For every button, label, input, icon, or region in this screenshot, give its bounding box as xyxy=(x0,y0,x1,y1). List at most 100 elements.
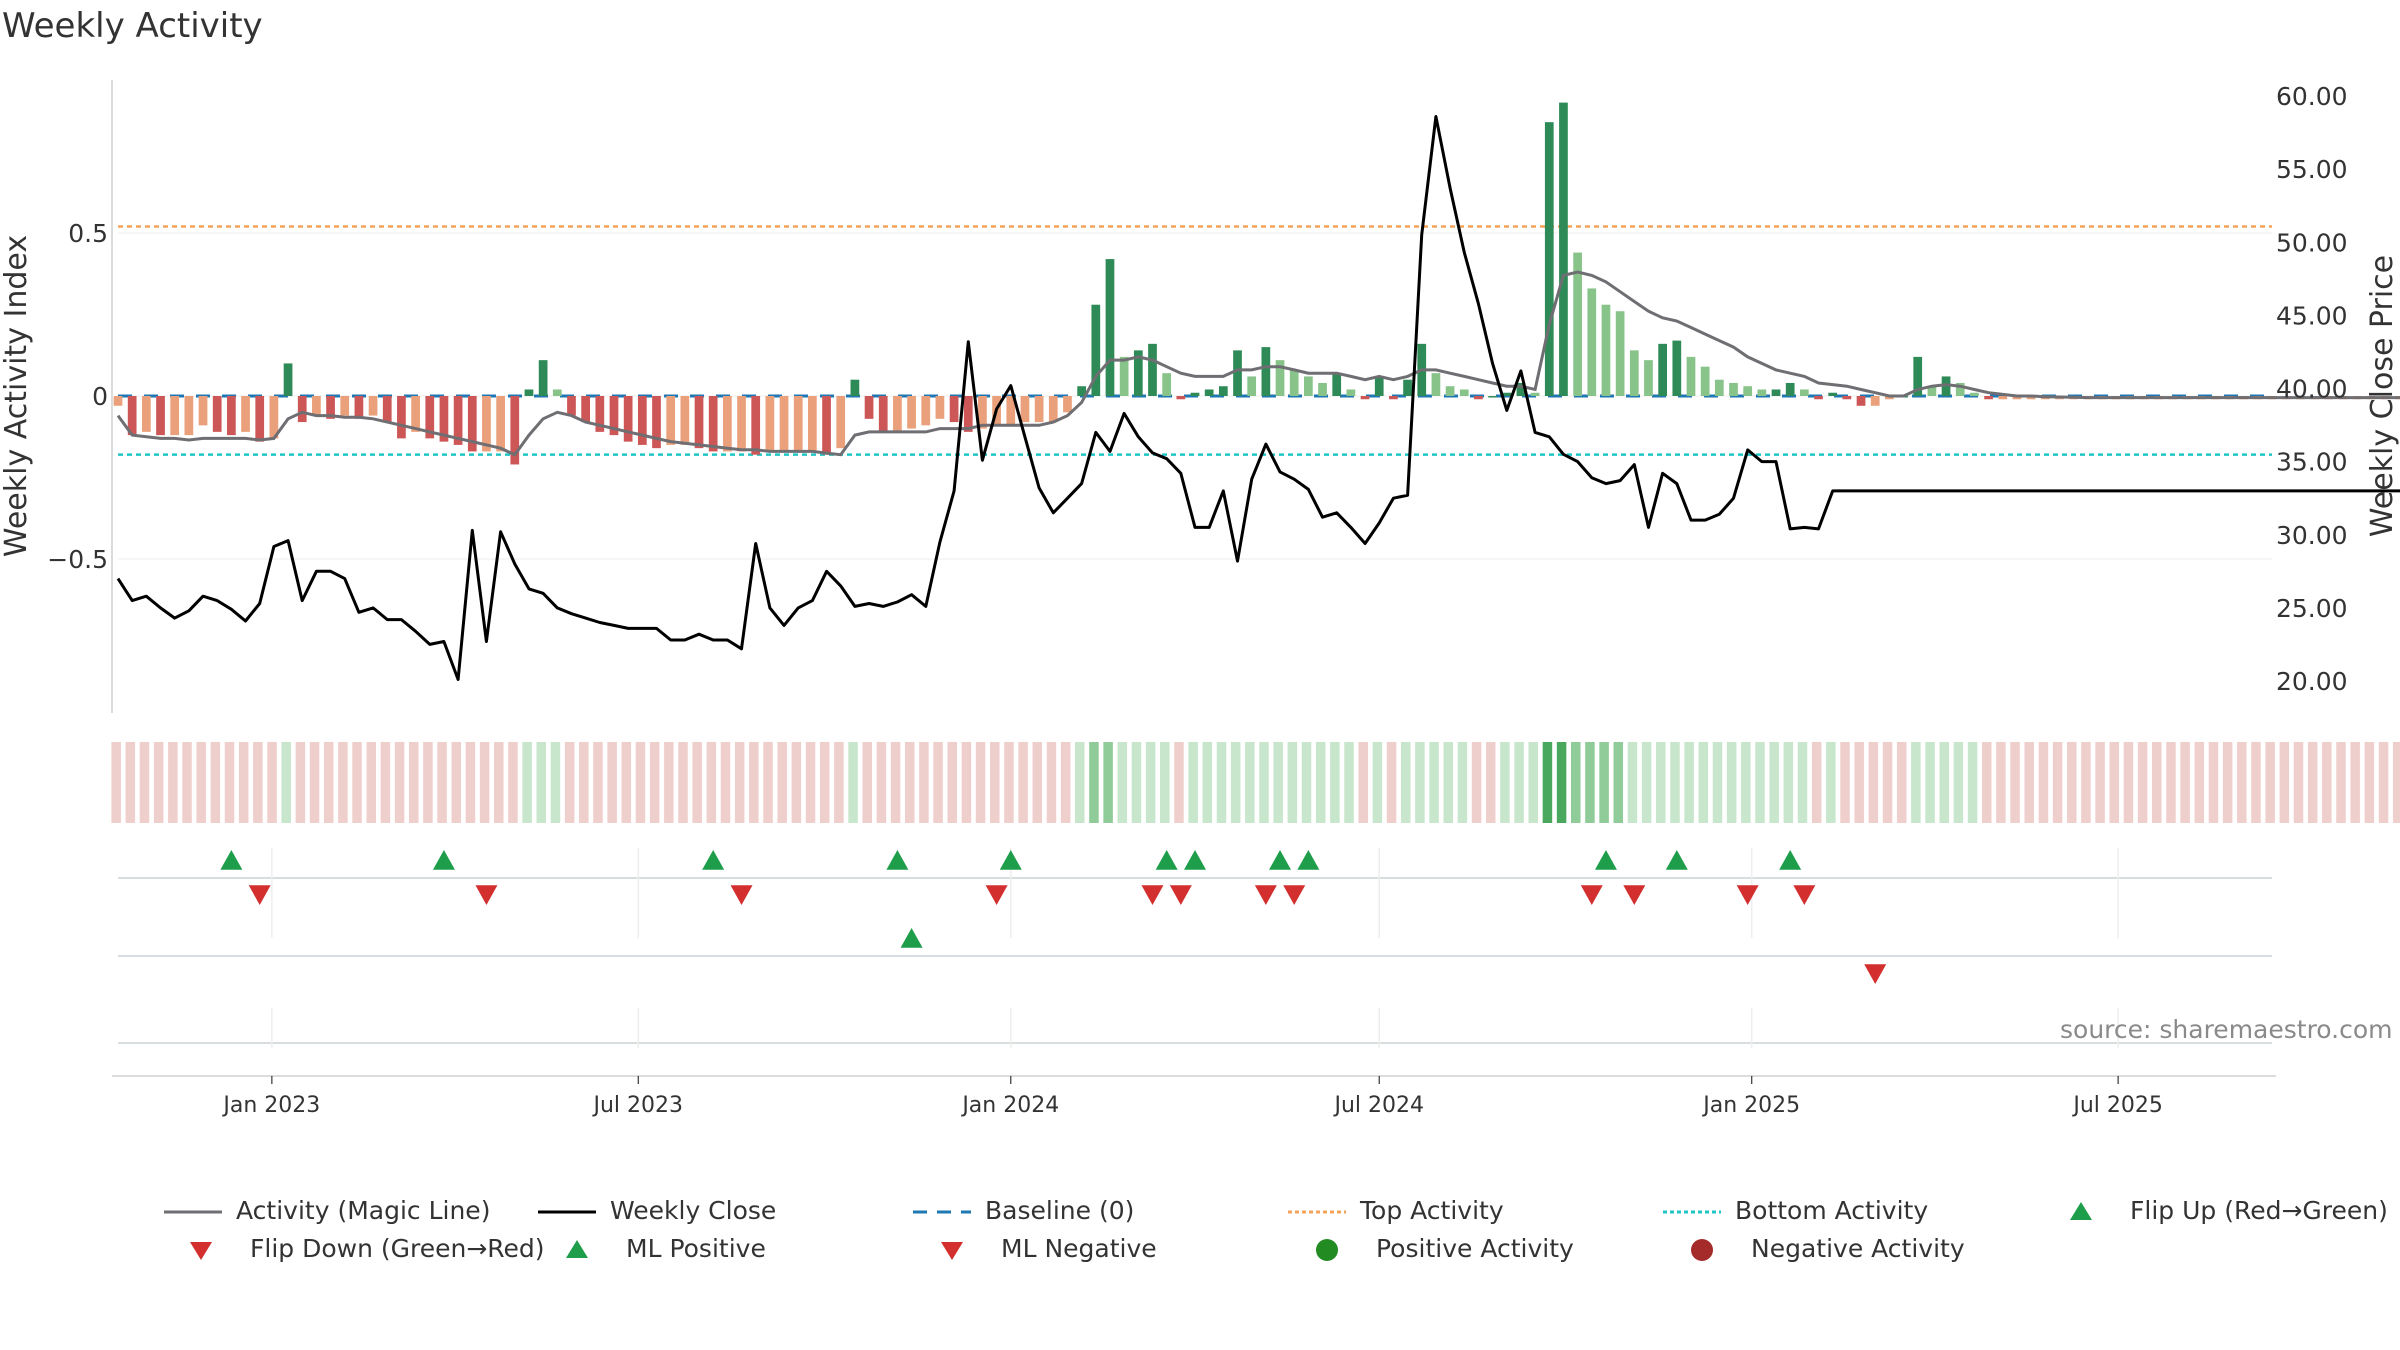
activity-bar xyxy=(1771,389,1781,396)
activity-bar xyxy=(1403,379,1412,396)
band-cell xyxy=(1585,742,1595,823)
weekly-close-line xyxy=(116,115,2400,681)
band-cell xyxy=(1726,742,1737,823)
activity-bar xyxy=(1700,366,1710,396)
band-cell xyxy=(975,742,986,823)
activity-bar xyxy=(1459,389,1469,396)
band-cell xyxy=(1018,742,1028,823)
y2-tick-label: 50.00 xyxy=(2276,228,2348,257)
band-cell xyxy=(2265,742,2275,823)
flip-down-marker xyxy=(1793,885,1816,905)
activity-bar xyxy=(1289,369,1299,396)
flip-up-marker xyxy=(999,850,1022,870)
flip-down-marker xyxy=(985,885,1008,905)
band-cell xyxy=(1996,742,2006,823)
band-cell xyxy=(919,742,929,823)
activity-bar xyxy=(283,363,293,396)
activity-bar xyxy=(808,396,817,452)
activity-bars xyxy=(113,102,2400,465)
band-cell xyxy=(536,742,547,823)
band-cell xyxy=(1245,742,1255,823)
y-tick-label: 0 xyxy=(92,382,108,411)
activity-bar xyxy=(354,396,364,419)
activity-band xyxy=(111,742,2400,823)
activity-bar xyxy=(722,396,732,452)
band-cell xyxy=(1656,742,1666,823)
band-cell xyxy=(1755,742,1765,823)
band-cell xyxy=(2307,742,2318,823)
y2-tick-label: 45.00 xyxy=(2276,301,2348,330)
flip-up-marker xyxy=(1594,850,1617,870)
activity-bar xyxy=(552,389,562,396)
activity-bar xyxy=(1573,252,1582,396)
band-cell xyxy=(451,742,462,823)
y2-axis-label: Weekly Close Price xyxy=(2365,255,2400,537)
band-cell xyxy=(1046,742,1057,823)
activity-bar xyxy=(793,396,803,452)
x-tick-label: Jul 2023 xyxy=(592,1093,684,1118)
band-cell xyxy=(2293,742,2304,823)
flip-down-marker xyxy=(730,885,753,905)
band-cell xyxy=(1826,742,1836,823)
ml-negative-marker xyxy=(1864,964,1887,984)
flip-up-marker xyxy=(1184,850,1206,870)
activity-bar xyxy=(878,396,888,432)
flip-down-marker xyxy=(248,885,271,905)
band-cell xyxy=(2392,742,2400,823)
activity-bar xyxy=(1502,392,1512,396)
activity-bar xyxy=(1020,396,1030,423)
band-cell xyxy=(437,742,447,823)
band-cell xyxy=(692,742,702,823)
band-cell xyxy=(2123,742,2134,823)
band-cell xyxy=(366,742,376,823)
band-cell xyxy=(1259,742,1269,823)
band-cell xyxy=(1103,742,1113,823)
band-cell xyxy=(1698,742,1709,823)
band-cell xyxy=(564,742,575,823)
flip-down-marker xyxy=(1169,885,1192,905)
activity-bar xyxy=(1842,396,1852,400)
activity-bar xyxy=(595,396,605,432)
x-axis-ticks: Jan 2023 Jul 2023 Jan 2024 Jul 2024 Jan 2025… xyxy=(221,1076,2163,1118)
band-cell xyxy=(2364,742,2375,823)
band-cell xyxy=(111,742,121,823)
activity-bar xyxy=(382,396,392,423)
activity-bar xyxy=(1970,392,1979,396)
ml-positive-marker xyxy=(900,928,923,948)
band-cell xyxy=(1769,742,1779,823)
band-cell xyxy=(734,742,745,823)
activity-bar xyxy=(1374,376,1384,396)
activity-bar xyxy=(184,396,194,436)
grid-lines xyxy=(118,232,2272,1048)
band-cell xyxy=(791,742,802,823)
band-cell xyxy=(1485,742,1496,823)
flip-up-marker xyxy=(1297,850,1320,870)
activity-bar xyxy=(1941,376,1951,396)
band-cell xyxy=(1443,742,1453,823)
activity-bar xyxy=(524,389,534,396)
band-cell xyxy=(1386,742,1397,823)
band-cell xyxy=(1896,742,1907,823)
band-cell xyxy=(2109,742,2120,823)
band-cell xyxy=(1712,742,1723,823)
activity-bar xyxy=(1799,389,1809,396)
activity-bar xyxy=(340,396,350,416)
activity-bar xyxy=(1332,373,1342,396)
band-cell xyxy=(933,742,943,823)
band-cell xyxy=(1145,742,1156,823)
activity-bar xyxy=(1998,396,2008,400)
activity-bar xyxy=(1644,360,1653,396)
band-cell xyxy=(579,742,589,823)
activity-bar xyxy=(708,396,718,452)
activity-bar xyxy=(1516,382,1526,396)
band-cell xyxy=(2378,742,2389,823)
y-tick-label: 0.5 xyxy=(68,219,108,248)
band-cell xyxy=(2010,742,2020,823)
flip-down-marker xyxy=(1141,885,1164,905)
y2-tick-label: 35.00 xyxy=(2276,448,2348,477)
activity-bar xyxy=(496,396,505,452)
band-cell xyxy=(961,742,972,823)
chart-title: Weekly Activity xyxy=(2,6,263,46)
band-cell xyxy=(1797,742,1808,823)
activity-bar xyxy=(680,396,690,445)
